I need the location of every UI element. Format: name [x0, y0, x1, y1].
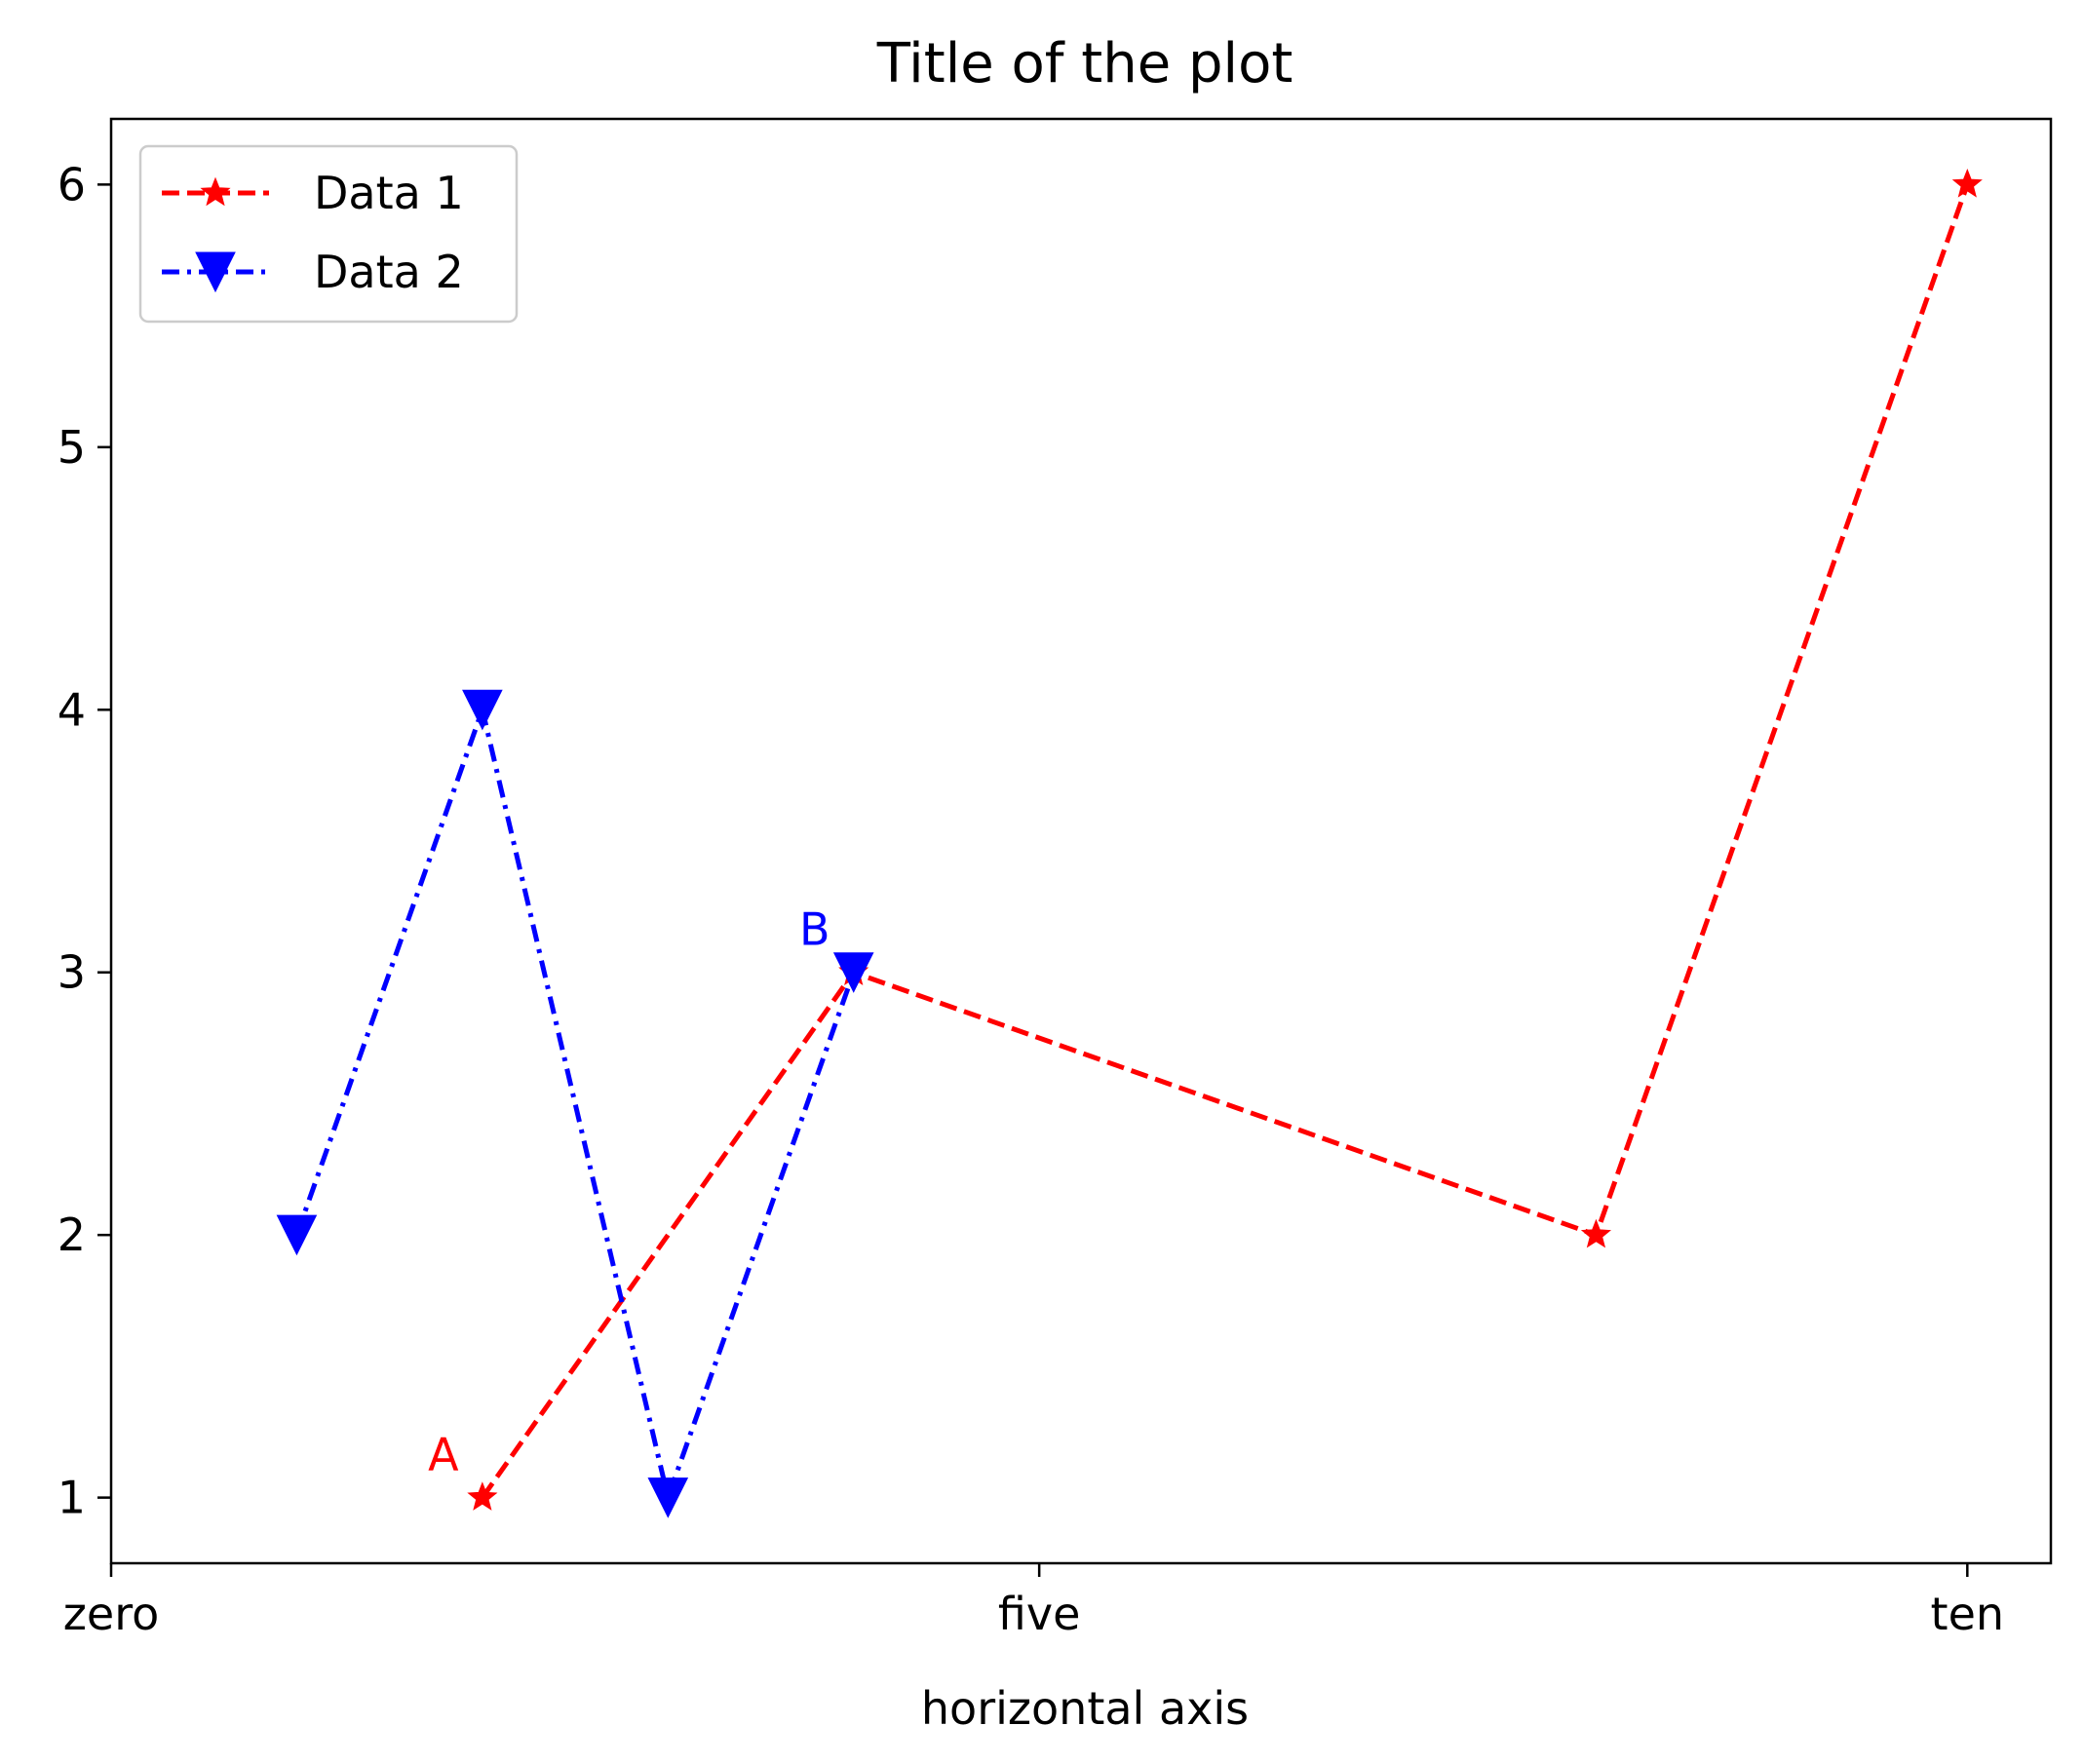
y-tick-label: 2	[58, 1208, 86, 1261]
legend-box	[138, 144, 519, 324]
legend-label: Data 1	[314, 167, 464, 219]
data-point	[647, 1477, 689, 1518]
y-tick-label: 3	[58, 946, 86, 999]
legend: Data 1 Data 2	[138, 144, 519, 324]
data-point	[832, 952, 874, 993]
legend-marker	[200, 176, 231, 207]
chart-title: Title of the plot	[876, 32, 1293, 96]
data-point	[467, 1481, 498, 1511]
y-axis: 1 2 3 4 5 6	[58, 158, 111, 1524]
x-tick-label: five	[998, 1588, 1081, 1640]
axes-frame	[109, 117, 2053, 1565]
annotation-label: B	[799, 903, 830, 956]
data-point	[276, 1214, 318, 1256]
series-line	[294, 707, 857, 1501]
y-tick-label: 5	[58, 421, 86, 474]
x-axis-label: horizontal axis	[921, 1682, 1249, 1735]
y-tick-label: 1	[58, 1472, 86, 1524]
data-point	[1951, 168, 1983, 198]
legend-marker	[195, 251, 236, 293]
x-axis: zero five ten	[63, 1563, 2004, 1640]
annotation-label: A	[428, 1429, 459, 1481]
y-tick-label: 6	[58, 158, 86, 211]
x-tick-label: ten	[1931, 1588, 2005, 1640]
legend-label: Data 2	[314, 246, 464, 298]
y-tick-label: 4	[58, 683, 86, 736]
series-2	[276, 689, 874, 1518]
data-point	[462, 689, 503, 731]
data-point	[1580, 1218, 1612, 1248]
series-line	[480, 183, 1970, 1500]
plot-area: AB	[276, 168, 1983, 1518]
x-tick-label: zero	[63, 1588, 160, 1640]
